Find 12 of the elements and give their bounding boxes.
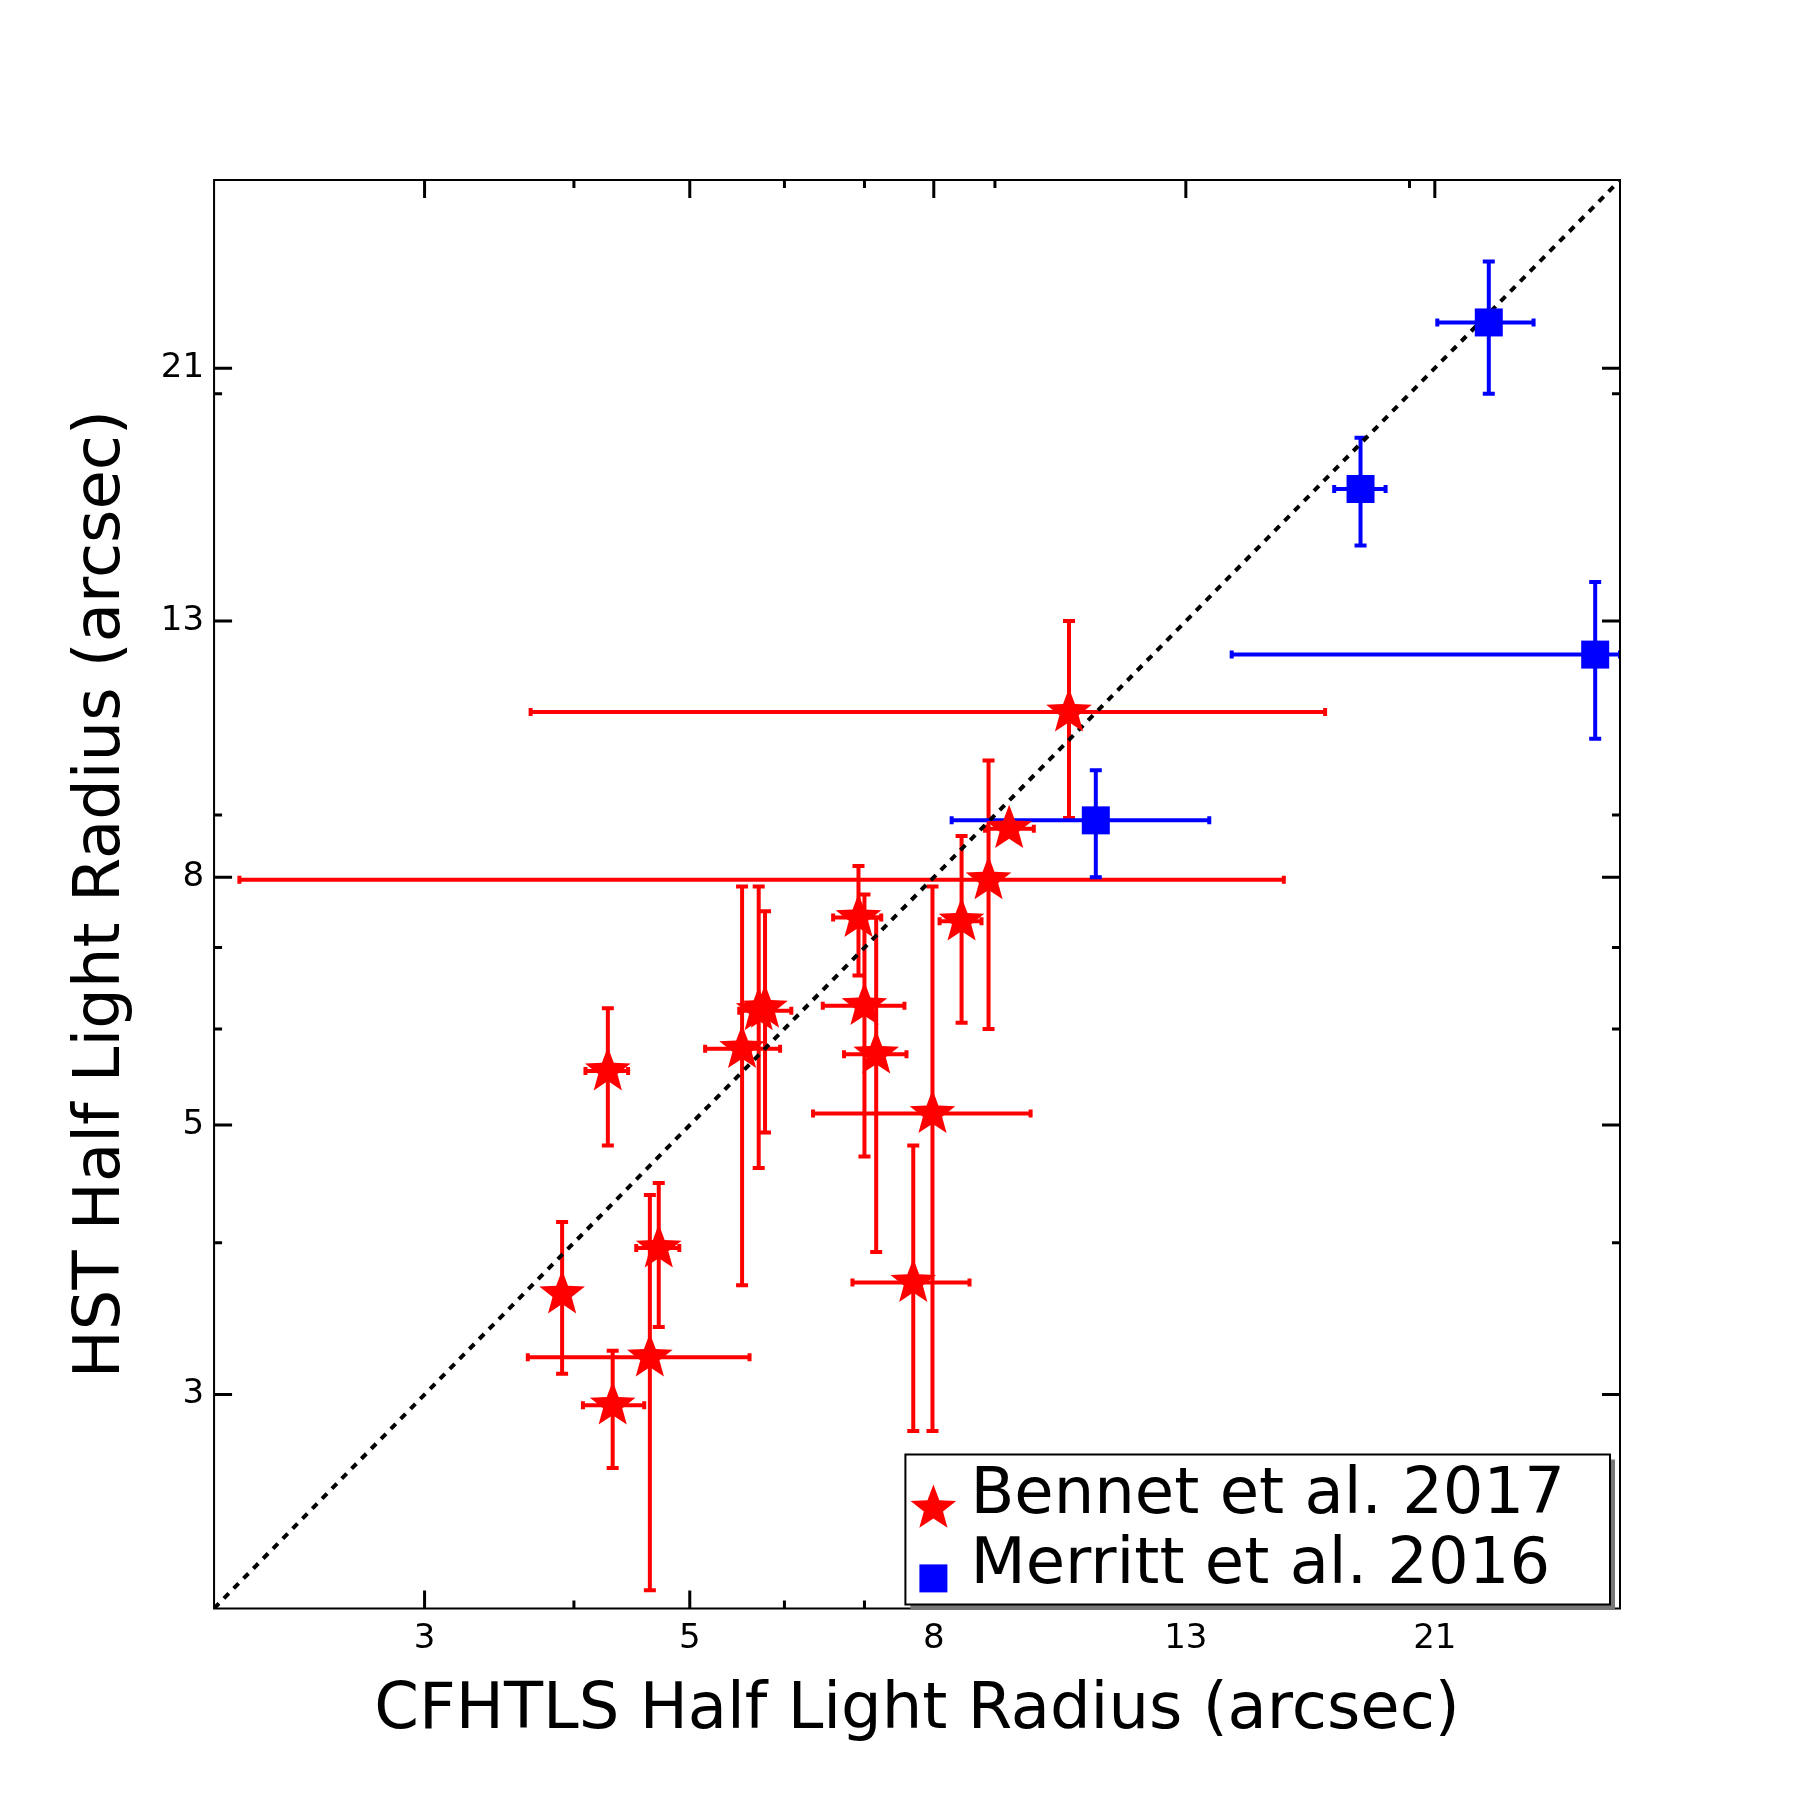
x-tick-label: 13 xyxy=(1164,1615,1208,1656)
y-axis-title: HST Half Light Radius (arcsec) xyxy=(60,410,135,1379)
x-axis-title: CFHTLS Half Light Radius (arcsec) xyxy=(374,1669,1460,1744)
x-tick-label: 3 xyxy=(413,1615,436,1656)
x-tick-label: 5 xyxy=(678,1615,701,1656)
y-tick-label: 5 xyxy=(182,1101,205,1142)
x-tick-label: 21 xyxy=(1413,1615,1457,1656)
y-tick-label: 8 xyxy=(182,854,205,895)
y-tick-label: 3 xyxy=(182,1371,205,1412)
x-tick-label: 8 xyxy=(922,1615,945,1656)
y-tick-label: 21 xyxy=(160,344,205,385)
y-tick-label: 13 xyxy=(160,597,205,638)
